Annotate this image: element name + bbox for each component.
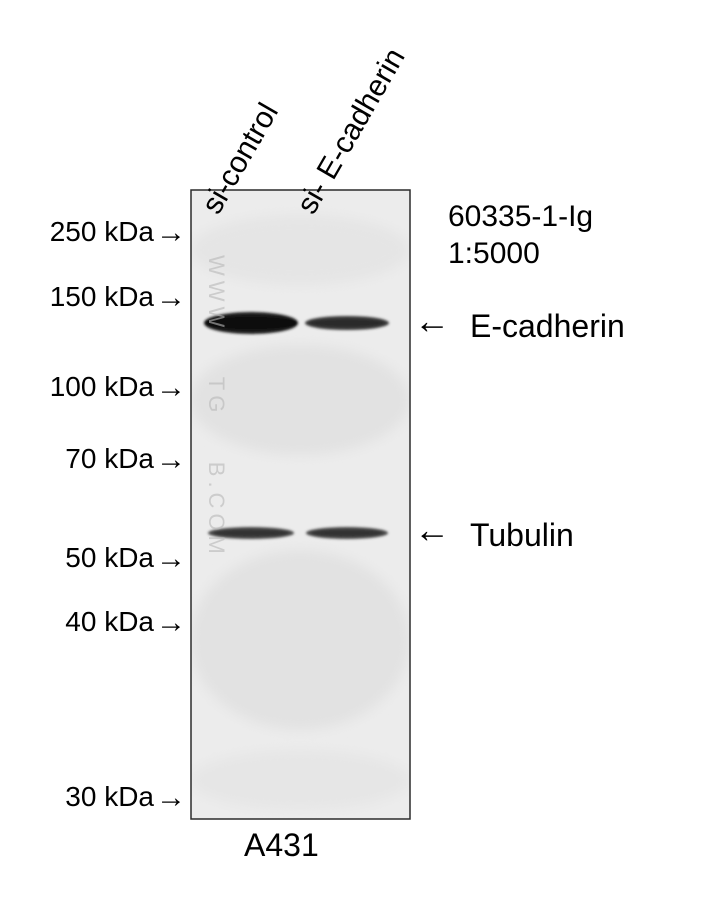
arrow-right-icon: → (156, 606, 186, 640)
mw-70: 70 kDa→ (65, 442, 186, 476)
mw-40: 40 kDa→ (65, 605, 186, 639)
arrow-right-icon: → (156, 781, 186, 815)
mw-text: 100 kDa (50, 371, 154, 402)
mw-text: 70 kDa (65, 443, 154, 474)
arrow-right-icon: → (156, 443, 186, 477)
mw-text: 250 kDa (50, 216, 154, 247)
mw-250: 250 kDa→ (50, 215, 186, 249)
arrow-left-icon: ← (414, 303, 450, 339)
arrow-right-icon: → (156, 281, 186, 315)
mw-text: 150 kDa (50, 281, 154, 312)
mw-text: 40 kDa (65, 606, 154, 637)
watermark-part: B.COM (204, 462, 229, 559)
arrow-right-icon: → (156, 216, 186, 250)
antibody-catalog: 60335-1-Ig (448, 200, 593, 234)
arrow-right-icon: → (156, 542, 186, 576)
arrow-left-icon: ← (414, 512, 450, 548)
mw-50: 50 kDa→ (65, 541, 186, 575)
watermark-text: WWW TG B.COM (203, 255, 229, 559)
watermark-part: TG (204, 377, 229, 418)
antibody-dilution: 1:5000 (448, 237, 540, 271)
band-label-tubulin: Tubulin (470, 517, 574, 554)
figure-container: { "figure": { "type": "western-blot", "b… (0, 0, 708, 903)
mw-text: 30 kDa (65, 781, 154, 812)
mw-text: 50 kDa (65, 542, 154, 573)
mw-100: 100 kDa→ (50, 370, 186, 404)
mw-150: 150 kDa→ (50, 280, 186, 314)
watermark-part: WWW (204, 255, 229, 332)
sample-label: A431 (244, 827, 319, 864)
arrow-right-icon: → (156, 371, 186, 405)
band-label-ecadherin: E-cadherin (470, 308, 625, 345)
mw-30: 30 kDa→ (65, 780, 186, 814)
